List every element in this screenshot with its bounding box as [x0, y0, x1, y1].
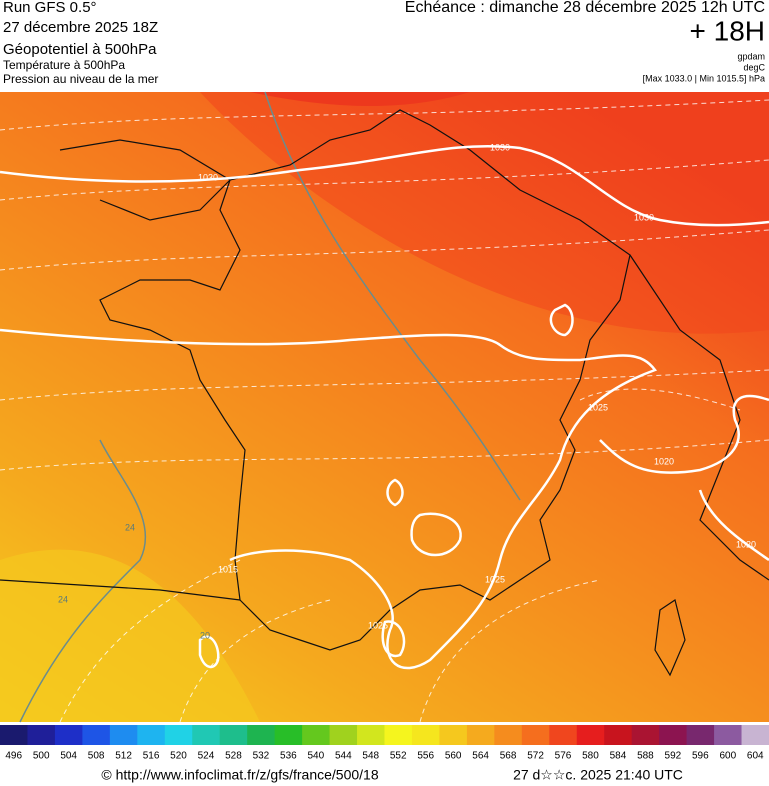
colorbar-label: 520 — [170, 751, 187, 762]
colorbar-label: 508 — [88, 751, 105, 762]
colorbar-label: 576 — [555, 751, 572, 762]
colorbar-label: 572 — [527, 751, 544, 762]
colorbar-swatch — [604, 725, 633, 745]
isobar-label: 1030 — [634, 212, 654, 222]
isobar-label: 1015 — [218, 564, 238, 574]
colorbar-label: 544 — [335, 751, 352, 762]
colorbar-swatch — [494, 725, 523, 745]
colorbar-swatch — [219, 725, 248, 745]
colorbar-label: 588 — [637, 751, 654, 762]
colorbar-label: 600 — [719, 751, 736, 762]
colorbar-swatch — [631, 725, 660, 745]
isobars — [0, 144, 769, 670]
isotherm-label: 24 — [125, 522, 135, 532]
colorbar-swatch — [576, 725, 605, 745]
isotherm-label: 20 — [200, 630, 210, 640]
colorbar-label: 568 — [500, 751, 517, 762]
colorbar-label: 596 — [692, 751, 709, 762]
colorbar-label: 580 — [582, 751, 599, 762]
unit: gpdam — [737, 51, 765, 61]
colorbar-label: 504 — [60, 751, 77, 762]
colorbar-label: 496 — [5, 751, 22, 762]
colorbar-label: 524 — [198, 751, 215, 762]
colorbar-swatch — [686, 725, 715, 745]
map: 1030 1030 1030 1025 1020 1020 1015 1025 1025 24 24… — [0, 91, 769, 723]
colorbar-swatch — [741, 725, 769, 745]
field-label: Température à 500hPa — [3, 58, 125, 72]
run-date: 27 décembre 2025 18Z — [3, 19, 158, 36]
colorbar-swatch — [384, 725, 413, 745]
colorbar-swatch — [329, 725, 358, 745]
colorbar-label: 560 — [445, 751, 462, 762]
colorbar-swatch — [0, 725, 28, 745]
colorbar-label: 556 — [417, 751, 434, 762]
coastlines — [0, 109, 769, 677]
valid-time: Echéance : dimanche 28 décembre 2025 12h… — [405, 0, 765, 16]
colorbar-swatch — [274, 725, 303, 745]
isobar-label: 1025 — [588, 402, 608, 412]
run-label: Run GFS 0.5° — [3, 0, 97, 16]
colorbar-swatch — [137, 725, 166, 745]
colorbar-swatch — [466, 725, 495, 745]
colorbar-swatch — [192, 725, 221, 745]
colorbar-label: 536 — [280, 751, 297, 762]
colorbar-swatch — [27, 725, 56, 745]
colorbar-label: 512 — [115, 751, 132, 762]
colorbar-label: 564 — [472, 751, 489, 762]
isobar-label: 1025 — [485, 574, 505, 584]
isobar-label: 1030 — [198, 172, 218, 182]
colorbar-swatch — [549, 725, 578, 745]
header: Run GFS 0.5° 27 décembre 2025 18Z Géopot… — [3, 0, 766, 86]
field-label: Géopotentiel à 500hPa — [3, 41, 157, 58]
colorbar-label: 516 — [143, 751, 160, 762]
colorbar-label: 528 — [225, 751, 242, 762]
colorbar-label: 604 — [747, 751, 764, 762]
colorbar-swatch — [109, 725, 138, 745]
colorbar-label: 584 — [610, 751, 627, 762]
colorbar-label: 548 — [362, 751, 379, 762]
timestamp: 27 d☆☆c. 2025 21:40 UTC — [513, 767, 683, 783]
colorbar-label: 500 — [33, 751, 50, 762]
colorbar-label: 552 — [390, 751, 407, 762]
isobar-label: 1025 — [368, 620, 388, 630]
colorbar-label: 532 — [253, 751, 270, 762]
isobar-label: 1020 — [736, 539, 756, 549]
isobar-label: 1020 — [654, 456, 674, 466]
isotherms — [0, 91, 769, 723]
colorbar-swatch — [521, 725, 550, 745]
colorbar: 496 500 504 508 512 516 520 524 528 532 536 540 544 5… — [0, 725, 769, 762]
colorbar-swatch — [357, 725, 385, 745]
source-url: © http://www.infoclimat.fr/z/gfs/france/… — [101, 767, 378, 783]
unit: degC — [743, 62, 765, 72]
field-label: Pression au niveau de la mer — [3, 72, 158, 86]
colorbar-label: 592 — [665, 751, 682, 762]
colorbar-swatch — [54, 725, 83, 745]
temperature-band — [200, 92, 769, 334]
colorbar-swatch — [247, 725, 276, 745]
map-labels: 1030 1030 1030 1025 1020 1020 1015 1025 1025 24 24… — [58, 142, 756, 640]
colorbar-swatch — [659, 725, 688, 745]
colorbar-swatch — [302, 725, 331, 745]
colorbar-label: 540 — [307, 751, 324, 762]
colorbar-swatch — [439, 725, 468, 745]
lead-time: + 18H — [690, 15, 766, 46]
range: [Max 1033.0 | Min 1015.5] hPa — [643, 73, 765, 83]
isotherm-label: 24 — [58, 594, 68, 604]
colorbar-swatch — [164, 725, 193, 745]
colorbar-swatch — [411, 725, 440, 745]
colorbar-swatch — [714, 725, 743, 745]
isotherm — [19, 439, 147, 723]
isobar-label: 1030 — [490, 142, 510, 152]
temperature-band — [0, 549, 260, 722]
isotherm — [264, 91, 521, 501]
colorbar-swatch — [82, 725, 111, 745]
